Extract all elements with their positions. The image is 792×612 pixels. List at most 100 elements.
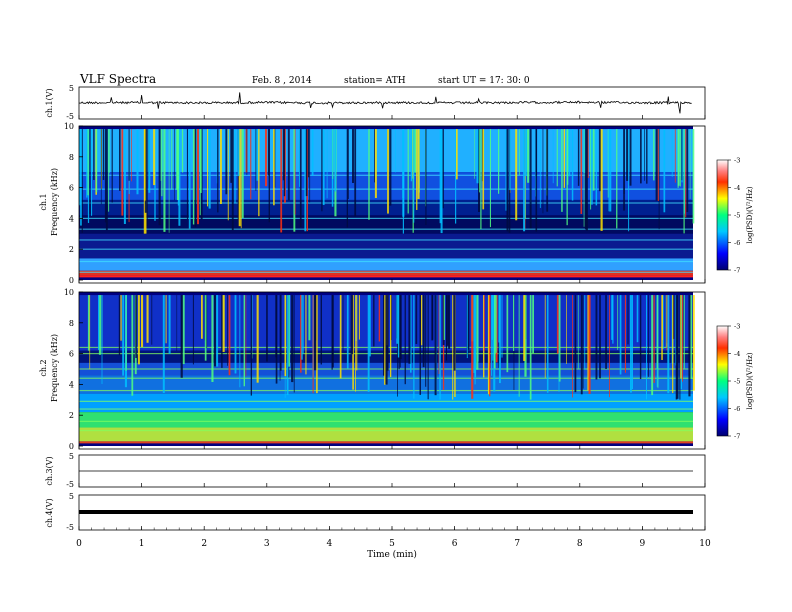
spectrogram-streak — [153, 129, 156, 186]
spectrogram-streak — [368, 129, 370, 220]
spectrogram-streak — [617, 295, 619, 350]
spectrogram-band — [79, 393, 693, 413]
xtick-label: 10 — [699, 539, 711, 549]
spectrogram-streak — [595, 129, 598, 206]
ch4-ytick-top: 5 — [69, 492, 74, 501]
spectrogram-streak — [432, 295, 434, 340]
spectrogram-streak — [639, 295, 642, 380]
spectrogram-streak — [245, 295, 247, 377]
spectrogram-streak — [653, 295, 655, 383]
ch1-ytick-top: 5 — [69, 84, 74, 93]
ch1-spectrogram-yticks: 0 2 4 6 8 10 — [64, 122, 83, 285]
spectrogram-streak — [255, 129, 257, 191]
spectrogram-streak — [118, 295, 121, 356]
ch4-ytick-bottom: -5 — [66, 523, 74, 532]
ytick-label: 4 — [69, 214, 74, 223]
spectrogram-streak — [305, 129, 308, 197]
spectrogram-streak — [591, 129, 593, 205]
ytick-label: 8 — [69, 319, 74, 328]
xtick-label: 7 — [514, 539, 520, 549]
spectrogram-streak — [383, 295, 385, 376]
spectrogram-streak — [304, 129, 307, 232]
spectrogram-streak — [607, 129, 609, 198]
colorbar-tick-label: -6 — [734, 239, 740, 247]
spectrogram-streak — [121, 129, 124, 216]
spectrogram-streak — [624, 295, 626, 373]
spectrogram-streak — [282, 129, 285, 181]
spectrogram-streak — [135, 295, 137, 358]
spectrogram-streak — [211, 295, 214, 382]
spectrogram-streak — [239, 295, 241, 388]
spectrogram-streak — [396, 295, 399, 344]
spectrogram-streak — [321, 129, 323, 212]
spectrogram-streak — [283, 129, 286, 197]
spectrogram-narrowband-line — [79, 260, 693, 263]
spectrogram-streak — [417, 129, 420, 199]
spectrogram-streak — [489, 295, 491, 397]
spectrogram-streak — [498, 129, 500, 194]
spectrogram-streak — [446, 295, 447, 361]
spectrogram-streak — [425, 129, 427, 225]
spectrogram-streak — [663, 129, 666, 213]
spectrogram-streak — [646, 295, 647, 400]
spectrogram-streak — [301, 295, 303, 360]
spectrogram-streak — [494, 295, 496, 369]
spectrogram-streak — [266, 295, 268, 362]
spectrogram-streak — [284, 295, 287, 377]
spectrogram-streak — [98, 295, 100, 350]
spectrogram-streak — [582, 295, 584, 389]
spectrogram-streak — [192, 295, 194, 365]
spectrogram-streak — [351, 295, 354, 355]
figure-title: VLF Spectra — [79, 72, 156, 86]
spectrogram-streak — [151, 295, 153, 345]
spectrogram-streak — [320, 295, 322, 365]
spectrogram-streak — [245, 129, 248, 173]
spectrogram-streak — [439, 295, 441, 400]
spectrogram-streak — [165, 295, 167, 344]
ytick-label: 10 — [64, 122, 74, 131]
spectrogram-streak — [146, 129, 148, 227]
ch1-spectrogram-ylabel-channel: ch.1 — [39, 193, 48, 210]
spectrogram-streak — [101, 295, 103, 384]
spectrogram-streak — [238, 129, 241, 227]
xtick-label: 2 — [201, 539, 207, 549]
spectrogram-streak — [506, 129, 509, 232]
ch1-ytick-bottom: -5 — [66, 112, 74, 121]
spectrogram-streak — [612, 295, 614, 344]
spectrogram-baseline-line — [79, 275, 693, 278]
time-axis-label: Time (min) — [367, 549, 417, 560]
spectrogram-streak — [525, 129, 527, 176]
colorbar-tick-label: -4 — [734, 184, 740, 192]
spectrogram-streak — [350, 295, 352, 362]
spectrogram-streak — [672, 295, 675, 339]
spectrogram-streak — [395, 129, 396, 173]
spectrogram-streak — [214, 295, 217, 367]
spectrogram-streak — [227, 129, 229, 221]
spectrogram-streak — [160, 129, 162, 181]
spectrogram-streak — [241, 129, 244, 218]
spectrogram-narrowband-line — [79, 202, 693, 204]
spectrogram-streak — [311, 129, 314, 176]
ch3-waveform-panel: 5 -5 ch.3(V) — [45, 452, 706, 489]
spectrogram-streak — [671, 129, 673, 177]
spectrogram-streak — [86, 129, 88, 198]
spectrogram-narrowband-line — [79, 420, 693, 422]
spectrogram-streak — [231, 129, 234, 231]
spectrogram-streak — [237, 129, 240, 177]
spectrogram-streak — [128, 129, 130, 181]
ytick-label: 4 — [69, 380, 74, 389]
spectrogram-streak — [574, 295, 577, 393]
spectrogram-streak — [201, 295, 203, 339]
spectrogram-streak — [439, 129, 442, 224]
xtick-label: 8 — [577, 539, 583, 549]
spectrogram-streak — [182, 295, 185, 365]
spectrogram-streak — [399, 295, 402, 360]
spectrogram-streak — [158, 129, 161, 226]
spectrogram-streak — [125, 295, 127, 371]
spectrogram-streak — [144, 129, 146, 201]
spectrogram-streak — [95, 129, 98, 193]
ytick-label: 6 — [69, 350, 74, 359]
spectrogram-narrowband-line — [79, 228, 693, 230]
spectrogram-streak — [408, 295, 411, 364]
spectrogram-streak — [453, 295, 456, 371]
